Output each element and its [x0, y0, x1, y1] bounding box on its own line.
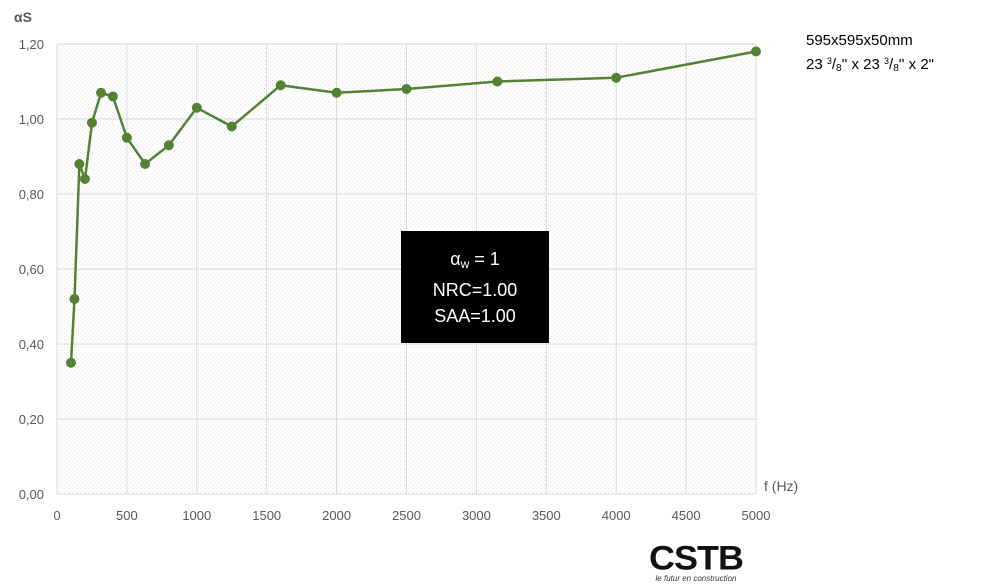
x-tick-label: 5000	[742, 508, 771, 523]
data-point	[86, 117, 97, 128]
rating-box: αw = 1 NRC=1.00 SAA=1.00	[401, 231, 549, 343]
data-point	[163, 140, 174, 151]
spec-dimensions-mm: 595x595x50mm	[806, 32, 913, 49]
x-tick-label: 2000	[322, 508, 351, 523]
data-point	[611, 72, 622, 83]
y-tick-label: 0,00	[19, 487, 44, 502]
data-point	[140, 159, 151, 169]
data-point	[331, 87, 342, 98]
x-tick-label: 500	[116, 508, 138, 523]
y-tick-label: 0,60	[19, 262, 44, 277]
x-tick-label: 2500	[392, 508, 421, 523]
spec-inch-part-c: '' x 2"	[898, 56, 935, 73]
nrc-rating: NRC=1.00	[432, 279, 518, 300]
spec-inch-part-b: '' x 23	[841, 56, 885, 73]
alpha-subscript: w	[460, 256, 470, 271]
data-point	[96, 87, 107, 98]
spec-dimensions-inch: 23 3/8'' x 23 3/8'' x 2"	[806, 56, 935, 74]
x-tick-label: 4500	[672, 508, 701, 523]
data-point	[492, 76, 503, 87]
y-tick-label: 1,00	[19, 112, 44, 127]
spec-frac-den-2: 8	[893, 63, 899, 74]
data-point	[751, 46, 761, 57]
x-tick-label: 0	[53, 508, 60, 523]
y-axis-title: αS	[14, 9, 32, 25]
alpha-symbol: α	[450, 248, 461, 269]
y-tick-label: 0,40	[19, 337, 44, 352]
logo-wordmark: CSTB	[649, 538, 744, 577]
data-point	[191, 102, 202, 113]
data-point	[226, 121, 237, 132]
spec-frac-num-2: 3	[884, 56, 890, 66]
x-tick-label: 3000	[462, 508, 491, 523]
data-point	[69, 294, 80, 304]
cstb-logo: CSTB le futur en construction	[636, 540, 756, 586]
data-point	[275, 80, 286, 91]
x-axis-title: f (Hz)	[764, 478, 798, 494]
x-tick-label: 1500	[252, 508, 281, 523]
saa-rating: SAA=1.00	[434, 305, 516, 326]
x-tick-label: 4000	[602, 508, 631, 523]
spec-inch-part-a: 23	[806, 56, 827, 73]
logo-tagline: le futur en construction	[655, 574, 737, 583]
data-point	[401, 84, 412, 94]
alpha-w-rating: αw = 1	[450, 246, 500, 277]
y-tick-label: 1,20	[19, 37, 44, 52]
panel-spec: 595x595x50mm 23 3/8'' x 23 3/8'' x 2"	[806, 30, 934, 79]
series-group	[65, 46, 761, 368]
data-point	[74, 159, 85, 169]
x-tick-label: 1000	[182, 508, 211, 523]
x-tick-label: 3500	[532, 508, 561, 523]
data-point	[65, 357, 76, 368]
spec-frac-den-1: 8	[836, 63, 842, 74]
data-point	[79, 174, 90, 184]
tick-labels: 0 500 1000 1500 2000 2500 3000 3500 4000 4500 5000…	[19, 37, 771, 523]
alpha-value: = 1	[469, 248, 500, 269]
y-tick-label: 0,20	[19, 412, 44, 427]
data-point	[121, 132, 132, 143]
y-tick-label: 0,80	[19, 187, 44, 202]
data-point	[107, 91, 118, 102]
spec-frac-num-1: 3	[826, 56, 832, 66]
